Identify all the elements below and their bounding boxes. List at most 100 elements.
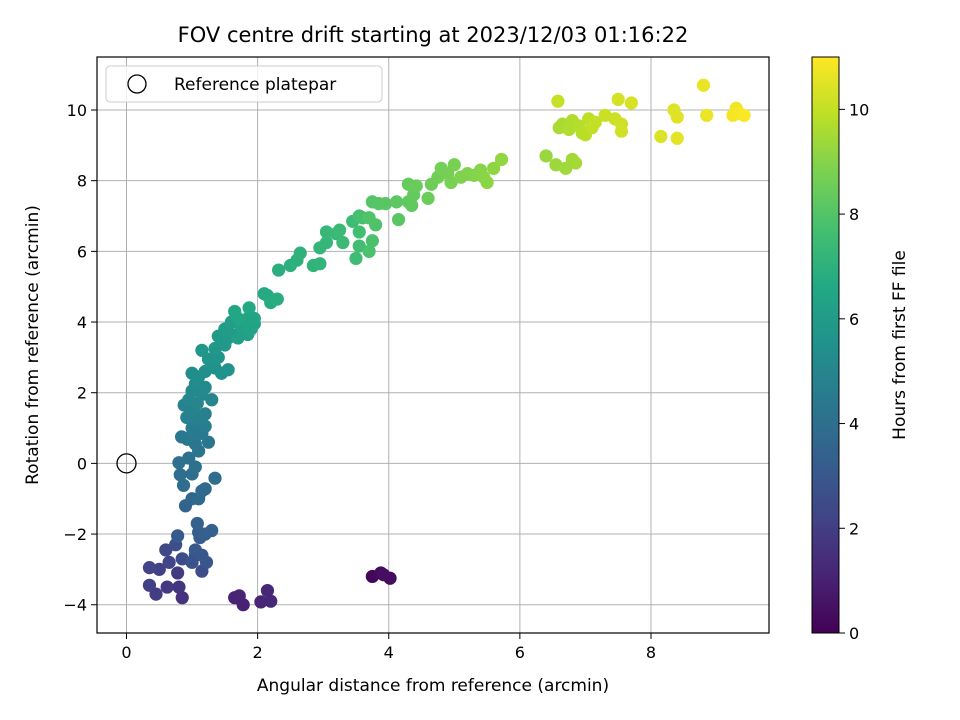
y-tick-label: 2 [77, 384, 87, 403]
data-point [588, 115, 602, 129]
colorbar [811, 56, 840, 634]
data-point [171, 529, 185, 543]
colorbar-tick-label: 4 [849, 415, 859, 434]
data-point [696, 78, 711, 92]
data-point [160, 580, 174, 594]
data-point [421, 191, 435, 205]
data-point [444, 175, 458, 190]
y-axis-ticks: −4 −2 0 2 4 6 8 10 [63, 101, 97, 615]
data-point [336, 235, 350, 250]
y-tick-label: −2 [63, 525, 87, 544]
data-point [362, 244, 376, 258]
y-tick-label: 10 [67, 101, 87, 120]
data-point [700, 108, 714, 122]
data-point [352, 239, 366, 253]
data-point [198, 407, 212, 421]
data-point [172, 580, 186, 594]
data-point [142, 578, 157, 592]
data-point [247, 311, 261, 326]
data-point [352, 225, 366, 239]
legend-box [105, 65, 383, 103]
data-point [190, 516, 204, 531]
data-point [670, 131, 684, 145]
x-tick-label: 2 [253, 643, 263, 662]
data-point [176, 478, 191, 492]
data-point [205, 523, 219, 538]
y-tick-label: 8 [77, 172, 87, 191]
data-points [142, 78, 751, 612]
data-point [313, 257, 327, 271]
data-point [172, 456, 186, 470]
x-axis-ticks: 0 2 4 6 8 [121, 633, 656, 662]
data-point [174, 430, 189, 444]
colorbar-tick-label: 8 [849, 205, 859, 224]
x-tick-label: 8 [646, 643, 656, 662]
data-point [568, 156, 583, 170]
data-point [293, 246, 307, 260]
colorbar-ticks: 0 2 4 6 8 10 [839, 100, 869, 643]
colorbar-tick-label: 10 [849, 100, 869, 119]
y-tick-label: 6 [77, 242, 87, 261]
data-point [494, 152, 509, 167]
data-point [152, 562, 166, 576]
data-point [376, 568, 391, 582]
data-point [390, 195, 404, 209]
data-point [175, 591, 189, 605]
colorbar-label: Hours from first FF file [890, 250, 910, 440]
data-point [447, 158, 461, 172]
data-point [670, 110, 684, 124]
data-point [221, 363, 235, 377]
colorbar-tick-label: 2 [849, 519, 859, 538]
data-point [405, 198, 419, 213]
data-point [539, 149, 553, 163]
data-point [487, 161, 501, 175]
data-point [159, 543, 173, 557]
chart-title: FOV centre drift starting at 2023/12/03 … [178, 23, 689, 47]
data-point [260, 583, 275, 598]
data-point [232, 589, 246, 603]
legend-reference-marker [127, 74, 147, 94]
data-point [611, 92, 625, 107]
data-point [737, 108, 751, 122]
plot-frame [96, 56, 770, 634]
data-point [349, 251, 363, 266]
data-point [551, 94, 565, 108]
data-point [378, 197, 393, 211]
data-point [614, 124, 629, 138]
colorbar-tick-label: 0 [849, 624, 859, 643]
x-tick-label: 4 [384, 643, 394, 662]
x-axis-label: Angular distance from reference (arcmin) [257, 676, 609, 696]
data-point [254, 595, 268, 609]
data-point [142, 561, 157, 575]
data-point [188, 543, 202, 557]
data-point [319, 225, 334, 239]
legend: Reference platepar [105, 65, 383, 103]
data-point [654, 129, 668, 144]
data-point [162, 555, 176, 569]
data-point [332, 223, 347, 237]
data-point [205, 393, 219, 407]
data-point [391, 212, 406, 227]
data-point [173, 468, 187, 482]
legend-reference-label: Reference platepar [174, 75, 336, 95]
data-point [264, 594, 278, 608]
data-point [195, 484, 209, 498]
data-point [182, 451, 196, 465]
data-point [624, 96, 638, 110]
grid-lines [97, 57, 769, 633]
data-point [208, 471, 222, 485]
data-point [352, 209, 366, 223]
data-point [185, 366, 199, 380]
data-point [272, 263, 286, 277]
x-tick-label: 0 [121, 643, 131, 662]
data-point [242, 301, 256, 315]
y-axis-label: Rotation from reference (arcmin) [23, 205, 43, 485]
x-tick-label: 6 [515, 643, 525, 662]
y-tick-label: 0 [77, 454, 87, 473]
data-point [228, 304, 242, 319]
data-point [409, 179, 423, 193]
colorbar-tick-label: 6 [849, 310, 859, 329]
y-tick-label: −4 [63, 596, 87, 615]
data-point [185, 555, 199, 569]
